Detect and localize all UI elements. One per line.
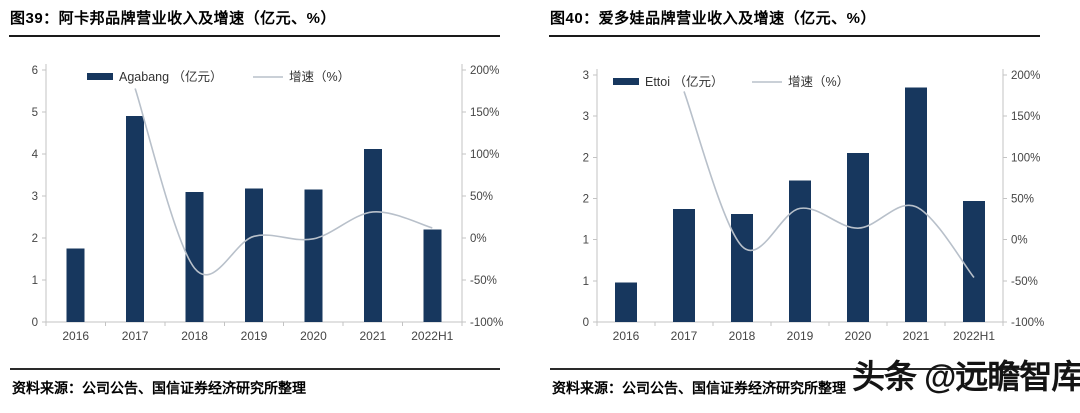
legend-line-label: 增速（%） bbox=[788, 74, 849, 89]
left-axis-tick-label: 1 bbox=[583, 276, 589, 288]
left-axis-tick-label: 0 bbox=[583, 317, 589, 329]
x-axis-category-label: 2022H1 bbox=[411, 329, 453, 343]
left-axis-tick-label: 2 bbox=[32, 233, 38, 245]
right-axis-tick-label: -100% bbox=[470, 317, 503, 329]
bar-2016 bbox=[615, 282, 637, 322]
x-axis-category-label: 2017 bbox=[671, 329, 698, 343]
bar-2018 bbox=[731, 214, 753, 322]
x-axis-category-label: 2020 bbox=[845, 329, 872, 343]
figure-40-chart: 0 1 1 2 2 3 3 -100% -50% 0% 50% 100% 150% 200% 2016 201… bbox=[583, 69, 1044, 343]
bar-2019 bbox=[245, 188, 263, 322]
bar-2021 bbox=[905, 87, 927, 322]
x-axis-category-label: 2016 bbox=[613, 329, 640, 343]
right-axis-tick-label: 100% bbox=[470, 149, 499, 161]
left-axis-tick-label: 5 bbox=[32, 107, 38, 119]
right-axis-tick-label: -50% bbox=[470, 275, 497, 287]
right-axis-tick-label: 150% bbox=[1011, 111, 1040, 123]
x-axis-category-label: 2018 bbox=[181, 329, 208, 343]
left-axis-tick-label: 1 bbox=[583, 235, 589, 247]
right-axis-tick-label: 200% bbox=[1011, 70, 1040, 82]
right-axis-tick-label: 100% bbox=[1011, 152, 1040, 164]
legend-bar-label: Agabang （亿元） bbox=[119, 69, 223, 84]
figure-40-panel: 图40：爱多娃品牌营业收入及增速（亿元、%） 0 1 1 2 2 3 3 -100% -50% 0… bbox=[540, 0, 1080, 413]
legend-bar-swatch bbox=[87, 73, 113, 80]
watermark-toutiao: 头条 @远瞻智库 bbox=[852, 358, 1080, 395]
left-axis-tick-label: 3 bbox=[32, 191, 38, 203]
bar-2020 bbox=[847, 153, 869, 322]
bar-2022H1 bbox=[963, 200, 985, 322]
right-axis-tick-label: 0% bbox=[470, 233, 487, 245]
left-axis-tick-label: 3 bbox=[583, 70, 589, 82]
right-axis-tick-label: 200% bbox=[470, 65, 499, 77]
left-axis-tick-label: 1 bbox=[32, 275, 38, 287]
figure-39-source: 资料来源：公司公告、国信证券经济研究所整理 bbox=[12, 380, 306, 396]
x-axis-category-label: 2017 bbox=[122, 329, 149, 343]
x-axis-category-label: 2019 bbox=[241, 329, 268, 343]
right-axis-tick-label: -50% bbox=[1011, 276, 1038, 288]
left-axis-tick-label: 2 bbox=[583, 152, 589, 164]
figure-40-source: 资料来源：公司公告、国信证券经济研究所整理 bbox=[552, 380, 846, 396]
bar-2019 bbox=[789, 180, 811, 322]
figure-39-chart: 0 1 2 3 4 5 6 -100% -50% 0% 50% 100% 150% 200% 2016 201… bbox=[32, 64, 503, 343]
growth-line bbox=[683, 91, 975, 279]
bar-2017 bbox=[126, 116, 145, 322]
left-axis-tick-label: 4 bbox=[32, 149, 39, 161]
bar-2020 bbox=[304, 189, 323, 322]
right-axis-tick-label: 0% bbox=[1011, 235, 1028, 247]
figure-39-title-rule bbox=[9, 35, 500, 37]
x-axis-category-label: 2021 bbox=[360, 329, 387, 343]
left-axis-tick-label: 0 bbox=[32, 317, 38, 329]
figure-40-title: 图40：爱多娃品牌营业收入及增速（亿元、%） bbox=[550, 10, 877, 27]
left-axis-tick-label: 3 bbox=[583, 111, 589, 123]
legend-bar-swatch bbox=[613, 78, 639, 85]
figure-39-title: 图39：阿卡邦品牌营业收入及增速（亿元、%） bbox=[10, 10, 337, 27]
left-axis-tick-label: 6 bbox=[32, 65, 38, 77]
bar-2022H1 bbox=[423, 229, 442, 322]
right-axis-tick-label: 150% bbox=[470, 107, 499, 119]
figure-40-footer-rule bbox=[550, 368, 1040, 370]
bar-2016 bbox=[66, 248, 85, 322]
bar-2017 bbox=[673, 209, 695, 322]
figure-40-title-rule bbox=[549, 35, 1040, 37]
left-axis-tick-label: 2 bbox=[583, 194, 589, 206]
legend-line-label: 增速（%） bbox=[289, 69, 350, 84]
right-axis-tick-label: -100% bbox=[1011, 317, 1044, 329]
x-axis-category-label: 2018 bbox=[729, 329, 756, 343]
x-axis-category-label: 2016 bbox=[62, 329, 89, 343]
figure-39-panel: 图39：阿卡邦品牌营业收入及增速（亿元、%） 0 1 2 3 4 5 6 -100% -50% 0… bbox=[9, 10, 503, 396]
bar-2018 bbox=[185, 191, 204, 322]
figure-39-footer-rule bbox=[10, 368, 500, 370]
growth-line bbox=[134, 88, 433, 276]
bar-2021 bbox=[363, 148, 382, 322]
right-axis-tick-label: 50% bbox=[470, 191, 493, 203]
legend-bar-label: Ettoi （亿元） bbox=[645, 74, 724, 89]
x-axis-category-label: 2021 bbox=[903, 329, 930, 343]
x-axis-category-label: 2020 bbox=[300, 329, 327, 343]
x-axis-category-label: 2022H1 bbox=[953, 329, 995, 343]
right-axis-tick-label: 50% bbox=[1011, 194, 1034, 206]
x-axis-category-label: 2019 bbox=[787, 329, 814, 343]
